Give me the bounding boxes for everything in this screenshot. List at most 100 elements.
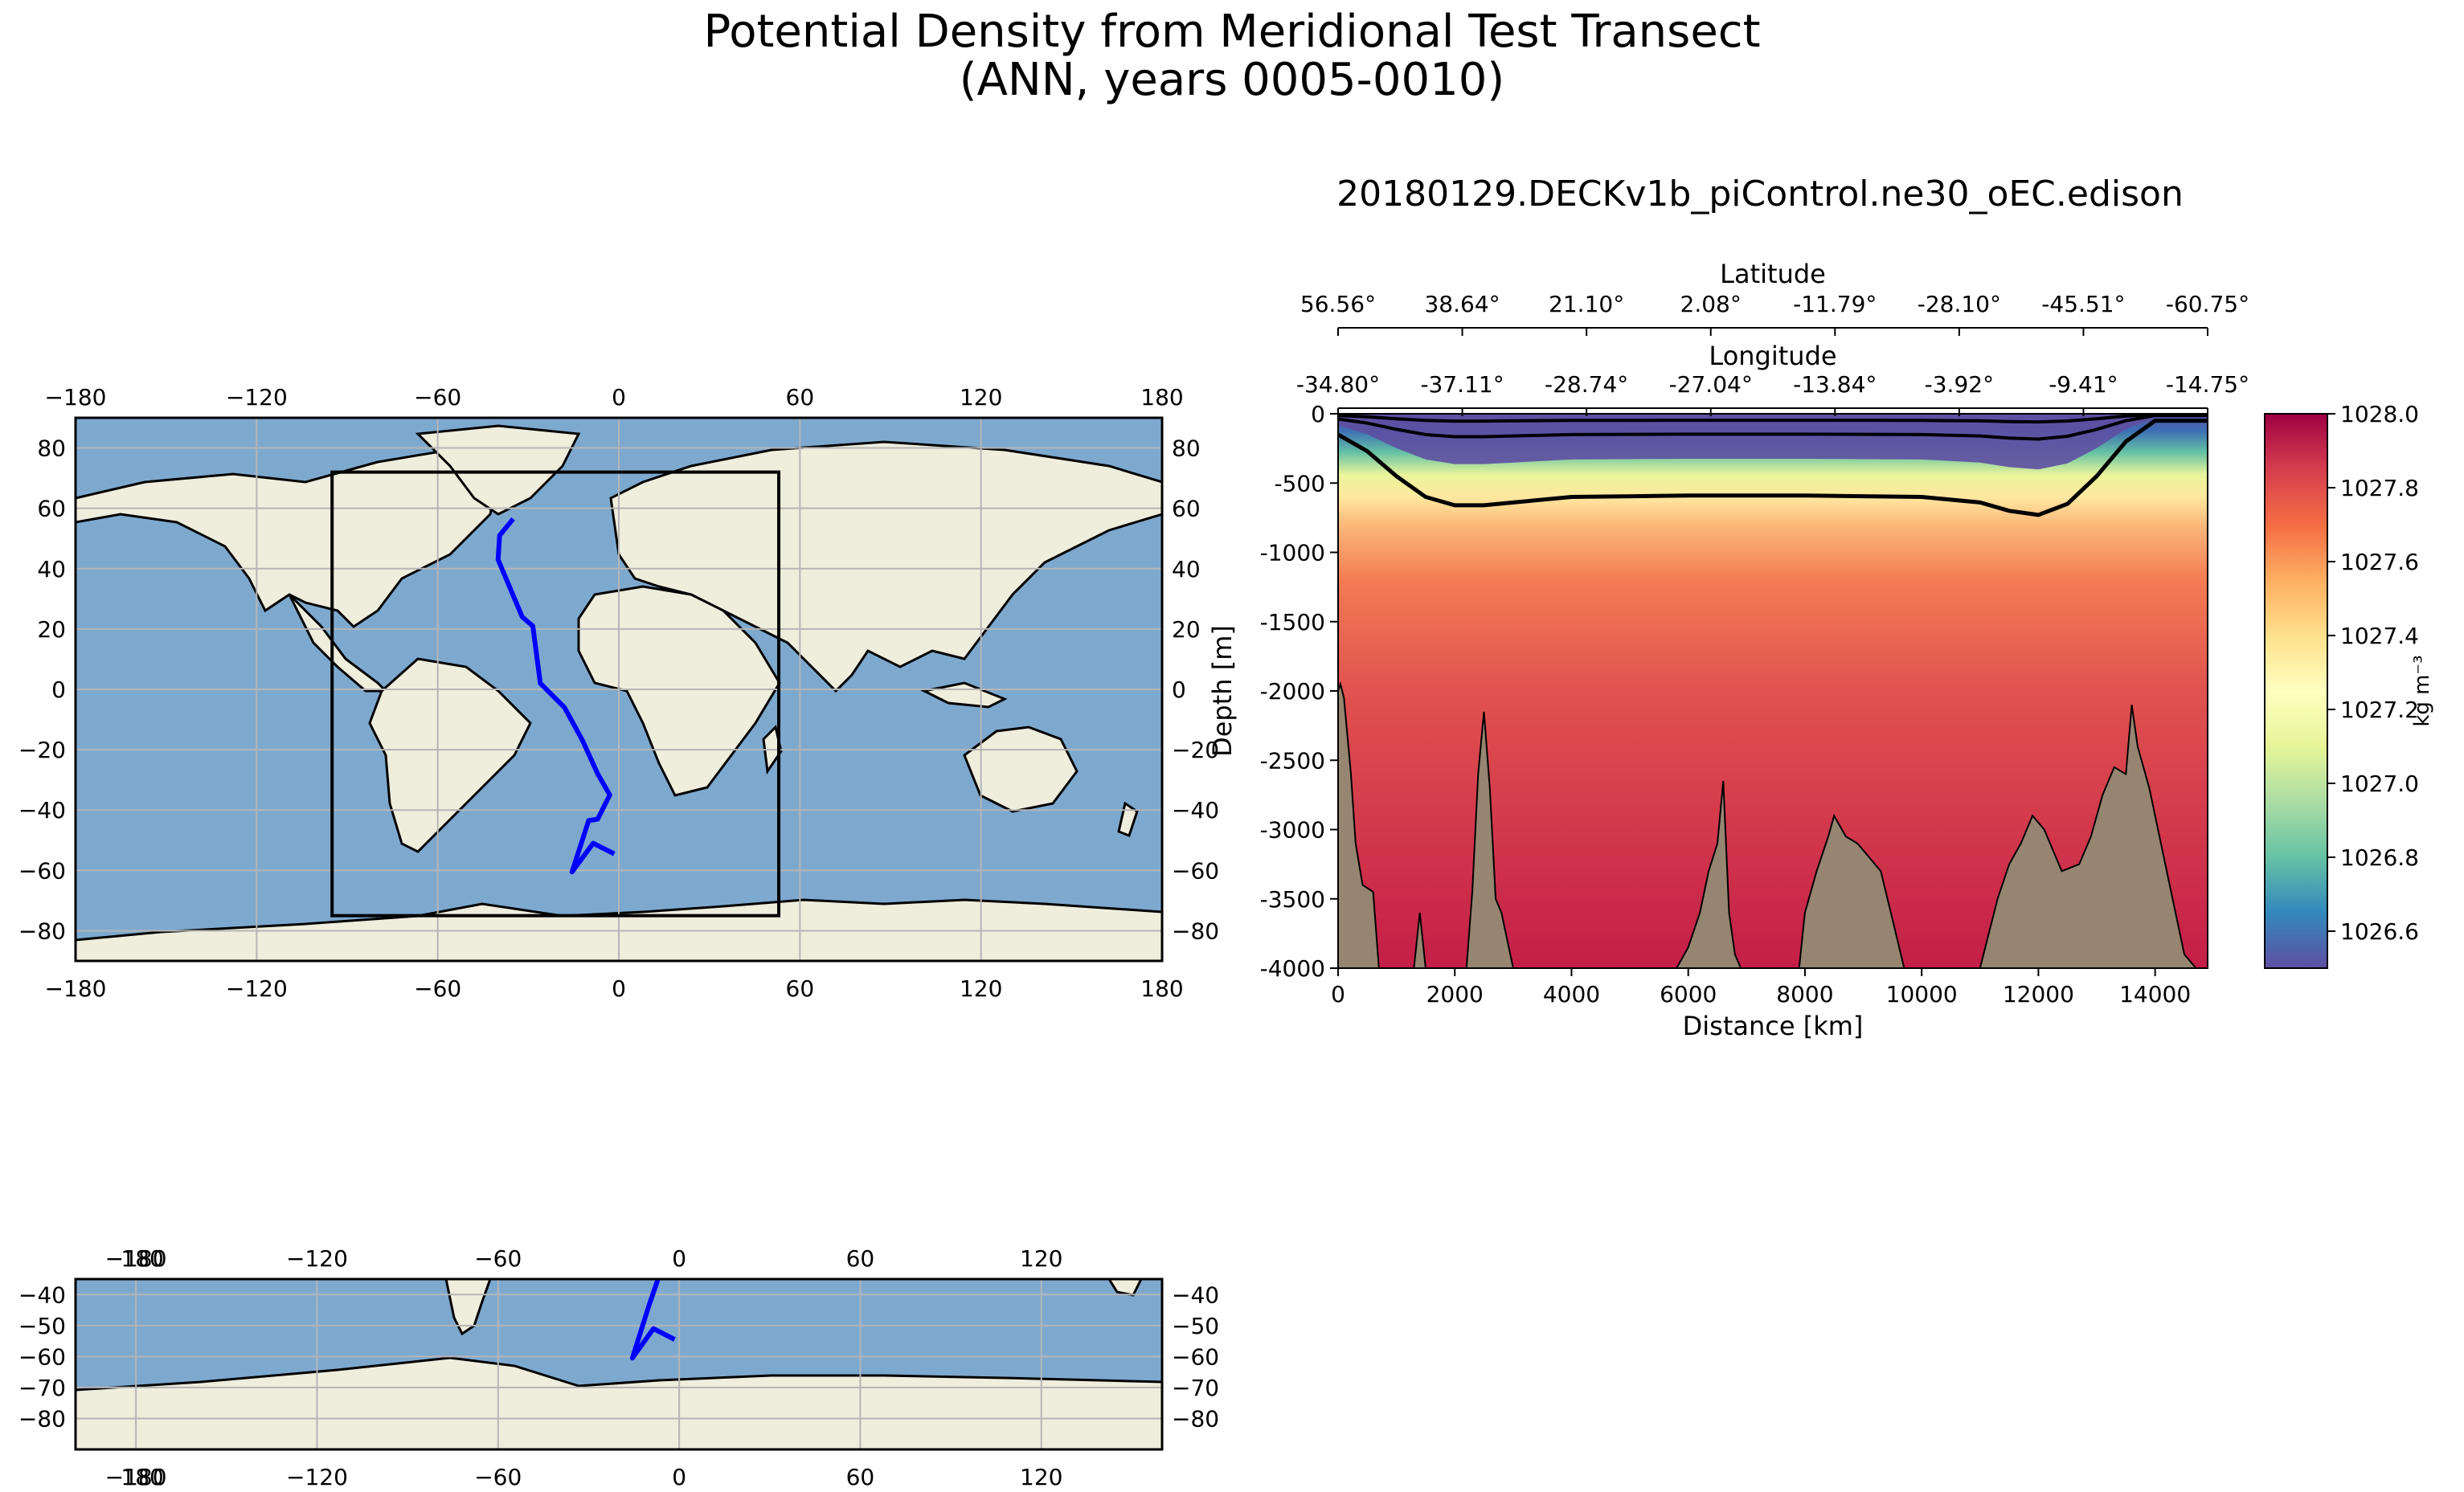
lat-tick-right: −60 xyxy=(1172,857,1219,884)
lon-tick-bottom: 60 xyxy=(786,975,815,1002)
lat-tick-left: 0 xyxy=(51,677,66,703)
lon-tick-overlap: 180 xyxy=(121,1464,163,1490)
lon-tick-top: −120 xyxy=(286,1245,348,1272)
y-tick-label: 0 xyxy=(1311,401,1325,427)
lon-tick-label: -13.84° xyxy=(1793,371,1877,398)
lon-tick-bottom: 120 xyxy=(960,975,1002,1002)
lat-tick-right: 0 xyxy=(1172,677,1186,703)
longitude-axis-label: Longitude xyxy=(1709,341,1836,371)
southern-map-frame xyxy=(74,1277,1164,1451)
x-tick-label: 14000 xyxy=(2119,981,2191,1008)
global-map-gridlines xyxy=(75,418,1163,961)
y-tick-label: -1500 xyxy=(1260,609,1325,636)
colorbar-tick-label: 1027.6 xyxy=(2340,549,2419,575)
lon-tick-label: -14.75° xyxy=(2166,371,2249,398)
colorbar-tick-label: 1027.0 xyxy=(2340,771,2419,797)
lon-tick-label: -28.74° xyxy=(1545,371,1628,398)
lon-tick-bottom: −60 xyxy=(474,1464,522,1490)
southern-map-gridlines xyxy=(76,1279,1162,1449)
lat-tick-left: −40 xyxy=(18,1281,66,1308)
lon-tick-top: 60 xyxy=(846,1245,875,1272)
x-tick-label: 0 xyxy=(1331,981,1345,1008)
y-tick-label: -4000 xyxy=(1260,955,1325,982)
lon-tick-top: −60 xyxy=(474,1245,522,1272)
lat-tick-right: −20 xyxy=(1172,737,1219,763)
lat-tick-right: −40 xyxy=(1172,797,1219,824)
lon-tick-top: 120 xyxy=(960,384,1002,411)
contour-line xyxy=(1338,414,2208,441)
x-tick-label: 10000 xyxy=(1886,981,1958,1008)
southern-transect-line xyxy=(629,1278,676,1361)
x-tick-label: 6000 xyxy=(1660,981,1717,1008)
lon-tick-top: −120 xyxy=(226,384,288,411)
colorbar-ticks: 1028.0 1027.8 1027.6 1027.4 1027.2 1027.0 1026… xyxy=(2327,401,2419,945)
lon-tick-bottom: 60 xyxy=(846,1464,875,1490)
southern-continents xyxy=(76,1279,1162,1449)
lon-tick-top: 0 xyxy=(672,1245,686,1272)
lat-tick-left: 20 xyxy=(37,616,66,643)
africa-landmass xyxy=(577,585,781,797)
lon-tick-label: -34.80° xyxy=(1296,371,1380,398)
lat-tick-label: 38.64° xyxy=(1424,291,1500,317)
lat-tick-label: 21.10° xyxy=(1549,291,1624,317)
lon-tick-top: 180 xyxy=(1140,384,1183,411)
x-axis-label: Distance [km] xyxy=(1683,1011,1864,1041)
colorbar: 1028.0 1027.8 1027.6 1027.4 1027.2 1027.0 1026… xyxy=(2264,401,2434,969)
x-tick-label: 12000 xyxy=(2003,981,2074,1008)
latitude-axis-label: Latitude xyxy=(1720,259,1826,289)
southern-map-tick-labels: −180 −180 −120 −120 −60 −60 0 0 60 60 120 120 180 180… xyxy=(18,1245,1219,1490)
global-map-frame xyxy=(74,416,1164,963)
y-tick-label: -500 xyxy=(1274,470,1325,497)
lon-tick-label: -9.41° xyxy=(2049,371,2118,398)
southern-antarctica-landmass xyxy=(76,1356,1162,1449)
lat-tick-right: 20 xyxy=(1172,616,1201,643)
lat-tick-left: 80 xyxy=(37,435,66,462)
lon-tick-top: −180 xyxy=(105,1245,167,1272)
lat-tick-right: −60 xyxy=(1172,1343,1219,1370)
colorbar-tick-label: 1027.4 xyxy=(2340,623,2419,649)
lon-tick-top: −60 xyxy=(414,384,461,411)
lat-tick-left: 60 xyxy=(37,496,66,522)
lat-tick-left: −60 xyxy=(18,1343,66,1370)
new-zealand-landmass xyxy=(1117,801,1139,837)
lon-tick-bottom: 120 xyxy=(1020,1464,1062,1490)
lat-tick-left: −40 xyxy=(18,797,66,824)
lat-tick-label: -11.79° xyxy=(1793,291,1877,317)
pycnocline-contour xyxy=(1338,419,2208,517)
y-tick-label: -3500 xyxy=(1260,886,1325,913)
lat-tick-left: −60 xyxy=(18,857,66,884)
region-box xyxy=(330,470,781,918)
colorbar-tick-label: 1026.6 xyxy=(2340,918,2419,945)
x-tick-label: 4000 xyxy=(1543,981,1600,1008)
lat-tick-right: 60 xyxy=(1172,496,1201,522)
figure-title-line2: (ANN, years 0005-0010) xyxy=(959,54,1505,106)
lat-tick-label: 56.56° xyxy=(1300,291,1376,317)
lon-tick-top: −180 xyxy=(45,384,107,411)
x-tick-label: 2000 xyxy=(1426,981,1484,1008)
lon-tick-bottom: 0 xyxy=(612,975,626,1002)
transect-line xyxy=(495,517,616,875)
lon-tick-top: 120 xyxy=(1020,1245,1062,1272)
contour-line xyxy=(1338,414,2208,424)
colorbar-gradient xyxy=(2264,413,2328,969)
lon-tick-top: 0 xyxy=(612,384,626,411)
lat-tick-right: −70 xyxy=(1172,1375,1219,1401)
south-america-landmass xyxy=(368,657,532,853)
section-tick-labels: 0 2000 4000 6000 8000 10000 12000 14000 0 -500 -10… xyxy=(1260,401,2192,1008)
x-tick-label: 8000 xyxy=(1776,981,1833,1008)
australia-landmass xyxy=(963,726,1079,813)
lat-tick-label: -45.51° xyxy=(2041,291,2125,317)
latitude-axis: Latitude 56.56° 38.64° 21.10° 2.08° -11.79° -… xyxy=(1300,259,2249,336)
y-tick-label: -3000 xyxy=(1260,817,1325,844)
global-map-tick-labels: −180 −180 −120 −120 −60 −60 0 0 60 60 120 120 180 180… xyxy=(18,384,1219,1002)
colorbar-tick-label: 1026.8 xyxy=(2340,844,2419,871)
y-tick-label: -2500 xyxy=(1260,747,1325,774)
lat-tick-right: 80 xyxy=(1172,435,1201,462)
lon-tick-bottom: −180 xyxy=(105,1464,167,1490)
lat-tick-right: −50 xyxy=(1172,1313,1219,1339)
lat-tick-left: −50 xyxy=(18,1313,66,1339)
colorbar-label: kg m⁻³ xyxy=(2410,655,2434,726)
lat-tick-label: 2.08° xyxy=(1680,291,1742,317)
lon-tick-bottom: −120 xyxy=(286,1464,348,1490)
lat-tick-left: 40 xyxy=(37,556,66,582)
